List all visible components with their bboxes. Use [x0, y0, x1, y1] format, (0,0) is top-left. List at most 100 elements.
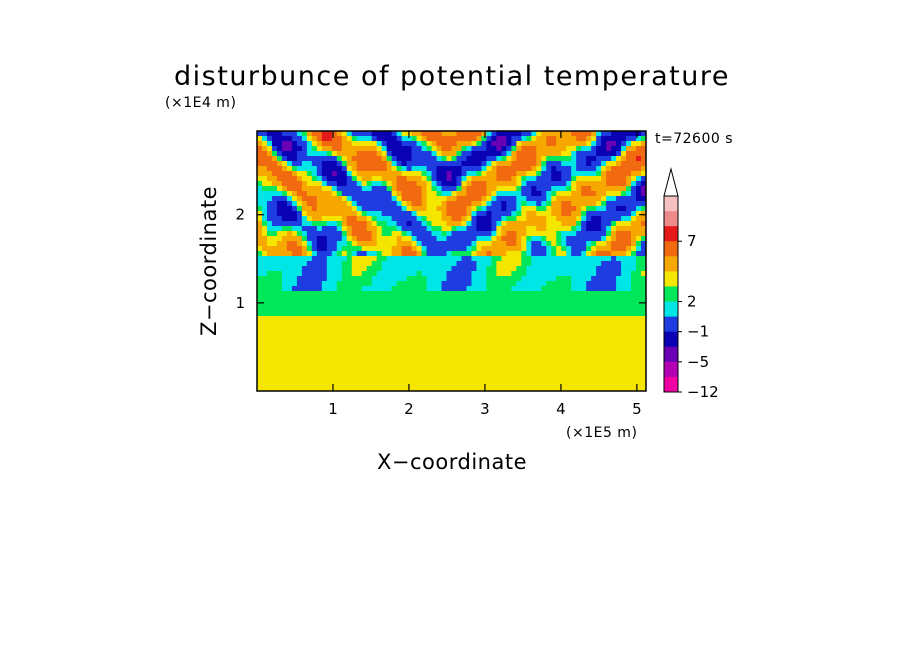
field-cell	[326, 216, 333, 222]
field-cell	[461, 371, 468, 377]
field-cell	[516, 141, 522, 147]
field-cell	[536, 171, 542, 177]
field-cell	[571, 296, 577, 302]
field-cell	[266, 306, 273, 312]
field-cell	[506, 266, 512, 272]
field-cell	[506, 156, 512, 162]
field-cell	[596, 211, 602, 217]
field-cell	[606, 316, 612, 322]
field-cell	[376, 241, 383, 247]
field-cell	[576, 196, 582, 202]
field-cell	[316, 186, 323, 192]
field-cell	[381, 331, 388, 337]
field-cell	[586, 311, 592, 317]
field-cell	[371, 136, 378, 142]
field-cell	[311, 296, 318, 302]
field-cell	[476, 366, 483, 372]
field-cell	[286, 231, 293, 237]
field-cell	[596, 136, 602, 142]
field-cell	[576, 221, 582, 227]
field-cell	[541, 296, 547, 302]
field-cell	[321, 261, 328, 267]
field-cell	[571, 366, 577, 372]
field-cell	[591, 281, 597, 287]
field-cell	[421, 236, 428, 242]
field-cell	[416, 376, 423, 382]
field-cell	[561, 186, 567, 192]
field-cell	[631, 381, 637, 387]
field-cell	[636, 286, 642, 292]
field-cell	[291, 166, 298, 172]
field-cell	[581, 216, 587, 222]
field-cell	[566, 281, 572, 287]
field-cell	[521, 281, 527, 287]
field-cell	[361, 166, 368, 172]
field-cell	[351, 201, 358, 207]
field-cell	[496, 146, 502, 152]
field-cell	[361, 321, 368, 327]
field-cell	[351, 361, 358, 367]
field-cell	[501, 371, 507, 377]
field-cell	[436, 376, 443, 382]
field-cell	[446, 321, 453, 327]
field-cell	[411, 371, 418, 377]
field-cell	[356, 381, 363, 387]
field-cell	[396, 261, 403, 267]
field-cell	[406, 366, 413, 372]
field-cell	[606, 256, 612, 262]
field-cell	[616, 276, 622, 282]
field-cell	[326, 321, 333, 327]
field-cell	[486, 366, 492, 372]
field-cell	[626, 241, 632, 247]
field-cell	[631, 161, 637, 167]
field-cell	[281, 241, 288, 247]
field-cell	[511, 256, 517, 262]
field-cell	[281, 276, 288, 282]
field-cell	[301, 161, 308, 167]
field-cell	[456, 341, 463, 347]
field-cell	[281, 151, 288, 157]
field-cell	[271, 156, 278, 162]
field-cell	[406, 341, 413, 347]
field-cell	[596, 236, 602, 242]
field-cell	[306, 366, 313, 372]
field-cell	[456, 296, 463, 302]
field-cell	[306, 281, 313, 287]
field-cell	[376, 196, 383, 202]
y-axis-label: Z−coordinate	[197, 186, 221, 336]
field-cell	[466, 331, 473, 337]
field-cell	[526, 381, 532, 387]
field-cell	[331, 131, 338, 137]
field-cell	[416, 176, 423, 182]
field-cell	[456, 246, 463, 252]
field-cell	[396, 291, 403, 297]
field-cell	[596, 216, 602, 222]
field-cell	[561, 181, 567, 187]
field-cell	[311, 371, 318, 377]
field-cell	[326, 261, 333, 267]
field-cell	[391, 176, 398, 182]
field-cell	[476, 341, 483, 347]
field-cell	[506, 326, 512, 332]
field-cell	[431, 156, 438, 162]
field-cell	[296, 156, 303, 162]
field-cell	[611, 166, 617, 172]
field-cell	[336, 231, 343, 237]
field-cell	[606, 266, 612, 272]
field-cell	[411, 171, 418, 177]
field-cell	[561, 321, 567, 327]
field-cell	[536, 266, 542, 272]
field-cell	[406, 266, 413, 272]
field-cell	[301, 376, 308, 382]
field-cell	[576, 336, 582, 342]
field-cell	[326, 296, 333, 302]
field-cell	[306, 336, 313, 342]
field-cell	[376, 346, 383, 352]
field-cell	[571, 206, 577, 212]
field-cell	[641, 146, 646, 152]
field-cell	[331, 296, 338, 302]
field-cell	[426, 251, 433, 257]
field-cell	[421, 181, 428, 187]
field-cell	[306, 131, 313, 137]
field-cell	[556, 366, 562, 372]
